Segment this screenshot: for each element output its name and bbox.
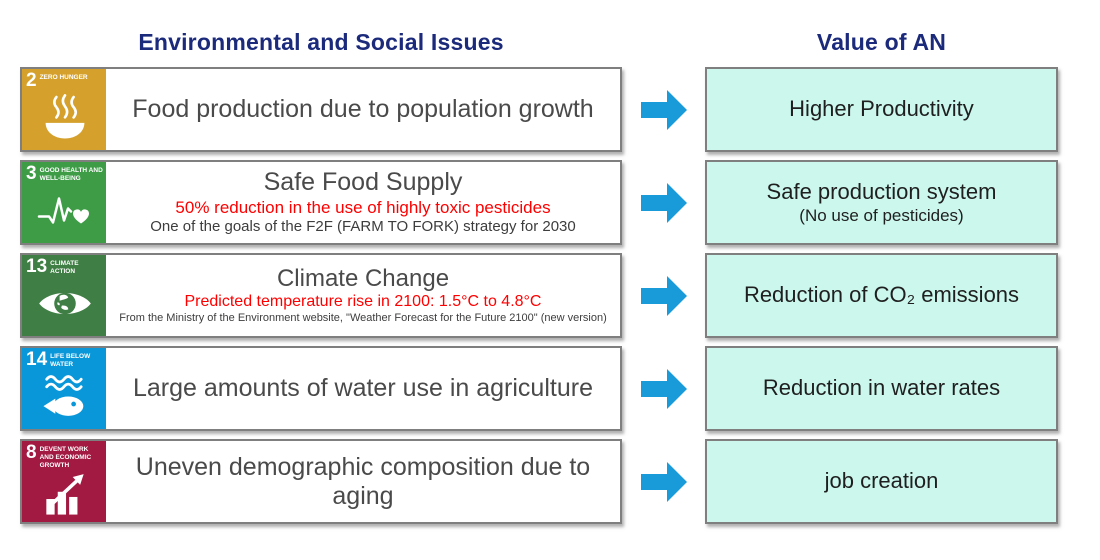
issue-text: Uneven demographic composition due to ag… [106,441,620,522]
right-arrow-icon [640,368,687,409]
issue-box: 2 ZERO HUNGER Food production due to pop… [20,67,622,152]
value-title: Reduction of CO₂ emissions [743,282,1020,308]
value-title: Safe production system [766,179,997,205]
issue-title: Large amounts of water use in agricultur… [133,374,593,403]
arrow-cell [622,160,705,245]
issue-text: Food production due to population growth [106,69,620,150]
issue-title: Uneven demographic composition due to ag… [135,452,591,510]
right-arrow-icon [640,275,687,316]
issue-row-economic-growth: 8 DEVENT WORK AND ECONOMIC GROWTH Uneven… [20,439,1058,524]
value-box: Reduction of CO₂ emissions [705,253,1058,338]
value-box: Safe production system (No use of pestic… [705,160,1058,245]
value-box: Higher Productivity [705,67,1058,152]
sdg-13-tile: 13 CLIMATE ACTION [22,255,106,336]
sdg-number: 3 [26,163,37,184]
issue-box: 8 DEVENT WORK AND ECONOMIC GROWTH Uneven… [20,439,622,524]
issue-text: Safe Food Supply 50% reduction in the us… [106,162,620,243]
sdg-goal-label: DEVENT WORK AND ECONOMIC GROWTH [39,446,92,469]
sdg-header: 2 ZERO HUNGER [26,70,103,91]
issue-note: From the Ministry of the Environment web… [119,312,607,325]
right-column-title: Value of AN [816,29,947,55]
sdg-number: 2 [26,70,37,91]
issue-row-good-health: 3 GOOD HEALTH AND WELL-BEING Safe Food S… [20,160,1058,245]
issue-box: 13 CLIMATE ACTION Climate Change Predict… [20,253,622,338]
issue-row-zero-hunger: 2 ZERO HUNGER Food production due to pop… [20,67,1058,152]
arrow-cell [622,439,705,524]
issue-row-life-below-water: 14 LIFE BELOW WATER Large amount [20,346,1058,431]
sdg-number: 13 [26,256,48,277]
sdg-2-tile: 2 ZERO HUNGER [22,69,106,150]
issue-highlight: 50% reduction in the use of highly toxic… [175,197,551,217]
sdg-goal-label: LIFE BELOW WATER [50,353,91,368]
sdg-header: 13 CLIMATE ACTION [26,256,103,277]
sdg-number: 14 [26,349,48,370]
arrow-cell [622,67,705,152]
steaming-bowl-icon [45,94,84,139]
value-subtitle: (No use of pesticides) [799,205,964,225]
issue-box: 3 GOOD HEALTH AND WELL-BEING Safe Food S… [20,160,622,245]
value-title: job creation [824,468,939,494]
issue-row-climate-action: 13 CLIMATE ACTION Climate Change Predict… [20,253,1058,338]
growth-chart-icon [45,474,84,515]
heartbeat-heart-icon [37,197,89,224]
sdg-header: 8 DEVENT WORK AND ECONOMIC GROWTH [26,442,103,469]
issue-box: 14 LIFE BELOW WATER Large amount [20,346,622,431]
arrow-cell [622,253,705,338]
value-title: Reduction in water rates [762,375,1001,401]
sdg-goal-label: CLIMATE ACTION [50,260,79,275]
sdg-3-tile: 3 GOOD HEALTH AND WELL-BEING [22,162,106,243]
arrow-cell [622,346,705,431]
sdg-8-tile: 8 DEVENT WORK AND ECONOMIC GROWTH [22,441,106,522]
rows-container: 2 ZERO HUNGER Food production due to pop… [20,67,1058,524]
issue-title: Climate Change [276,264,450,292]
left-column-title: Environmental and Social Issues [138,29,504,55]
issue-title: Food production due to population growth [132,95,594,124]
issue-text: Large amounts of water use in agricultur… [106,348,620,429]
issue-highlight: Predicted temperature rise in 2100: 1.5°… [184,293,542,311]
right-arrow-icon [640,89,687,130]
issue-title: Safe Food Supply [263,168,463,197]
right-arrow-icon [640,461,687,502]
fish-waves-icon [42,375,83,416]
issue-note: One of the goals of the F2F (FARM TO FOR… [150,218,576,236]
sdg-goal-label: GOOD HEALTH AND WELL-BEING [39,167,103,182]
sdg-header: 3 GOOD HEALTH AND WELL-BEING [26,163,103,184]
sdg-header: 14 LIFE BELOW WATER [26,349,103,370]
right-arrow-icon [640,182,687,223]
sdg-goal-label: ZERO HUNGER [39,74,88,81]
value-title: Higher Productivity [789,96,974,122]
issue-text: Climate Change Predicted temperature ris… [106,255,620,336]
value-box: job creation [705,439,1058,524]
sdg-number: 8 [26,442,37,463]
sdg-14-tile: 14 LIFE BELOW WATER [22,348,106,429]
eye-globe-icon [38,292,91,315]
value-box: Reduction in water rates [705,346,1058,431]
